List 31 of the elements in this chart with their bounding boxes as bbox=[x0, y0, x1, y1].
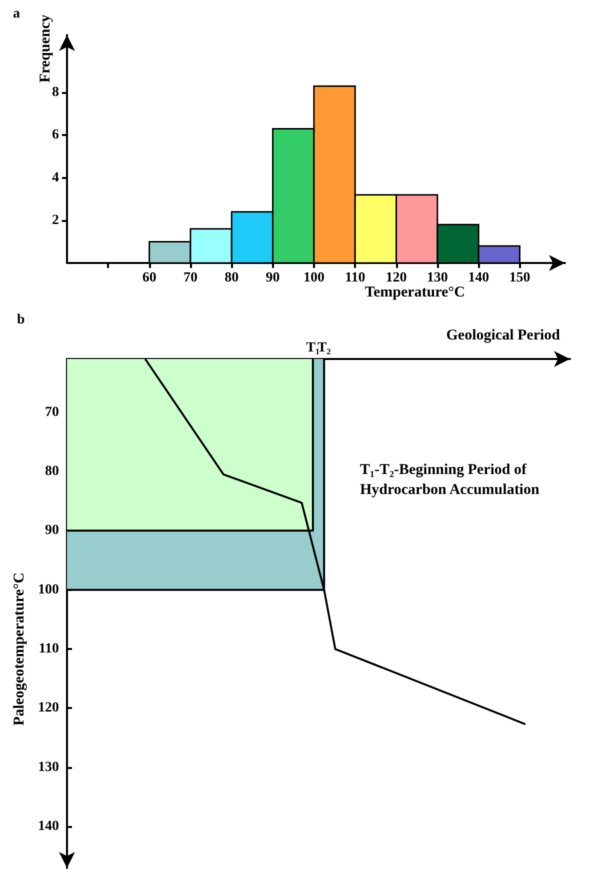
chart-title: b bbox=[17, 312, 25, 328]
x-tick-label: 60 bbox=[142, 270, 156, 286]
y-tick-label: 70 bbox=[45, 404, 59, 420]
y-tick-label: 6 bbox=[52, 128, 59, 143]
x-tick-label: 130 bbox=[426, 270, 448, 286]
y-tick-label: 80 bbox=[45, 464, 59, 479]
y-tick-label: 120 bbox=[38, 700, 59, 716]
x-tick-label: 90 bbox=[266, 270, 280, 286]
chart-title: a bbox=[13, 6, 20, 22]
x-tick-label: 80 bbox=[224, 270, 239, 286]
y-axis-title: Frequency bbox=[38, 14, 54, 83]
y-tick-label: 110 bbox=[38, 642, 59, 657]
x-tick-label: T₁ bbox=[306, 340, 320, 356]
x-tick-label: 120 bbox=[386, 270, 407, 286]
y-tick-label: 140 bbox=[38, 819, 59, 834]
y-tick-label: 2 bbox=[52, 212, 59, 228]
x-tick-label: 140 bbox=[468, 270, 490, 286]
x-tick-label: 70 bbox=[183, 270, 198, 286]
y-axis-title: Paleogeotemperature°C bbox=[12, 572, 28, 726]
y-tick-label: 90 bbox=[45, 523, 59, 538]
annotation: T₁-T₂-Beginning Period of Hydrocarbon Accumulation bbox=[360, 462, 540, 498]
x-tick-label: 150 bbox=[509, 270, 530, 286]
x-axis-title: Temperature°C bbox=[364, 284, 465, 300]
y-tick-label: 8 bbox=[52, 85, 59, 100]
x-tick-label: 100 bbox=[303, 270, 324, 286]
y-tick-label: 100 bbox=[38, 582, 59, 598]
x-tick-label: T₂ bbox=[317, 340, 331, 356]
x-axis-title: Geological Period bbox=[446, 328, 561, 344]
x-tick-label: 110 bbox=[344, 270, 366, 286]
y-tick-label: 4 bbox=[52, 170, 59, 186]
y-tick-label: 130 bbox=[38, 760, 59, 775]
